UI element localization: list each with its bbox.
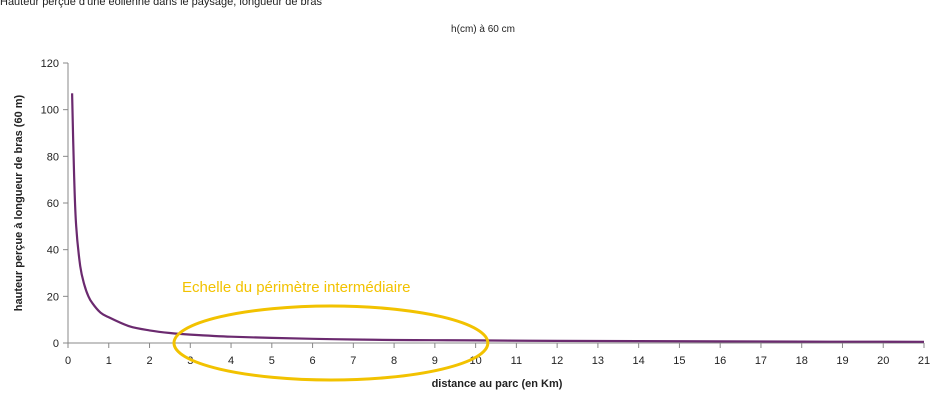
x-tick-label: 21	[918, 355, 930, 367]
x-tick-label: 9	[432, 355, 438, 367]
x-axis-label: distance au parc (en Km)	[432, 378, 563, 390]
y-tick-label: 60	[47, 198, 59, 210]
x-tick-label: 15	[673, 355, 685, 367]
y-tick-label: 40	[47, 245, 59, 257]
x-tick-label: 4	[228, 355, 234, 367]
y-tick-label: 0	[53, 338, 59, 350]
y-tick-label: 20	[47, 291, 59, 303]
annotation-ellipse	[172, 304, 490, 382]
series-line	[71, 93, 925, 343]
x-tick-label: 8	[391, 355, 397, 367]
x-tick-label: 18	[796, 355, 808, 367]
chart-title: h(cm) à 60 cm	[451, 24, 515, 35]
x-tick-label: 11	[511, 355, 522, 367]
x-tick-label: 6	[310, 355, 316, 367]
y-tick-label: 100	[41, 105, 59, 117]
annotation-label: Echelle du périmètre intermédiaire	[182, 279, 410, 296]
cut-caption: Hauteur perçue d'une éolienne dans le pa…	[0, 0, 322, 8]
x-tick-label: 17	[755, 355, 767, 367]
x-tick-label: 1	[106, 355, 112, 367]
x-tick-label: 13	[592, 355, 604, 367]
x-tick-label: 19	[836, 355, 848, 367]
x-tick-label: 5	[269, 355, 275, 367]
y-axis-label: hauteur perçue à longueur de bras (60 m)	[13, 94, 25, 311]
x-axis: 0 1 2 3 4 5 6 7 8 9 10 11 12 13 14 15 16 17 18 19 20 21	[65, 342, 930, 367]
x-tick-label: 16	[714, 355, 726, 367]
x-tick-label: 20	[877, 355, 889, 367]
y-axis: 0 20 40 60 80 100 120	[41, 58, 69, 350]
x-tick-label: 7	[350, 355, 356, 367]
x-tick-label: 12	[551, 355, 563, 367]
y-tick-label: 80	[47, 151, 59, 163]
y-tick-label: 120	[41, 58, 59, 70]
x-tick-label: 14	[633, 355, 645, 367]
x-tick-label: 0	[65, 355, 71, 367]
x-tick-label: 2	[146, 355, 152, 367]
